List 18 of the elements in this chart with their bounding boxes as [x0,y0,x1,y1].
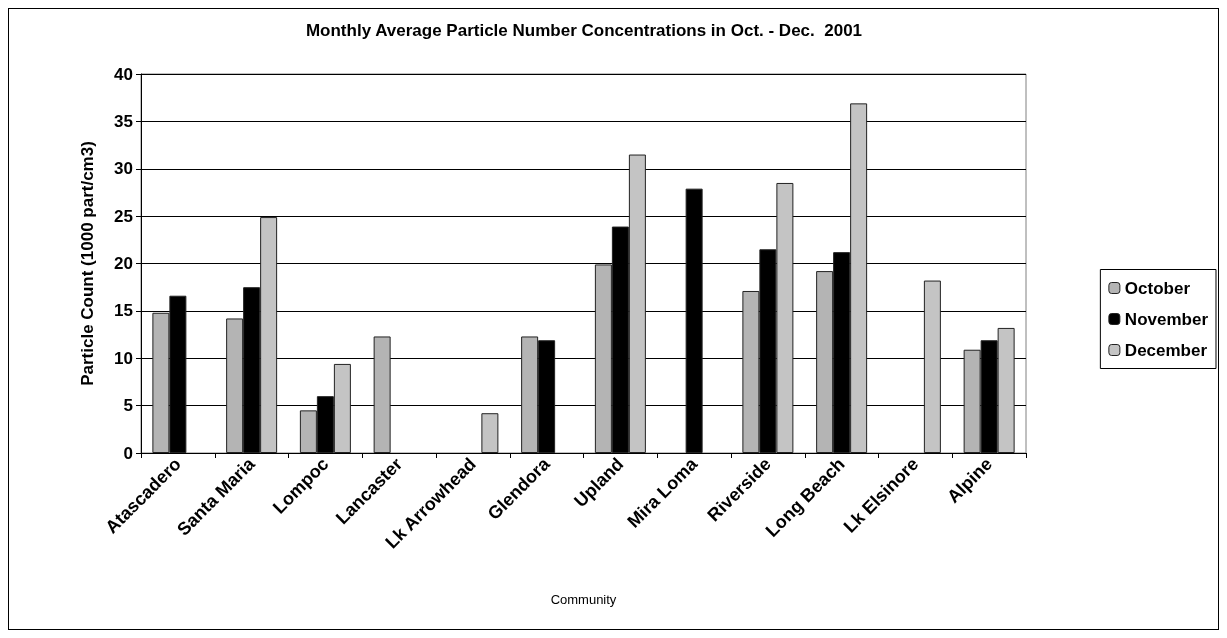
y-axis-title: Particle Count (1000 part/cm3) [78,141,97,386]
y-tick-label: 30 [114,159,133,179]
y-tick-label: 25 [114,206,133,226]
chart-title: Monthly Average Particle Number Concentrations in Oct. - Dec. 2001 [305,21,863,40]
bar [923,280,941,453]
y-tick-label: 15 [114,301,133,321]
legend-label: December [1124,340,1208,360]
y-tick-label: 35 [114,111,133,131]
y-tick-label: 10 [114,348,133,368]
y-tick-label: 5 [123,396,133,416]
bar [373,336,391,453]
y-tick-label: 40 [114,64,133,84]
legend-label: October [1124,278,1191,298]
x-axis-title: Community [550,592,617,607]
y-tick-label: 0 [123,443,133,463]
y-tick-label: 20 [114,254,133,273]
bar [481,413,499,453]
legend-label: November [1124,309,1209,329]
